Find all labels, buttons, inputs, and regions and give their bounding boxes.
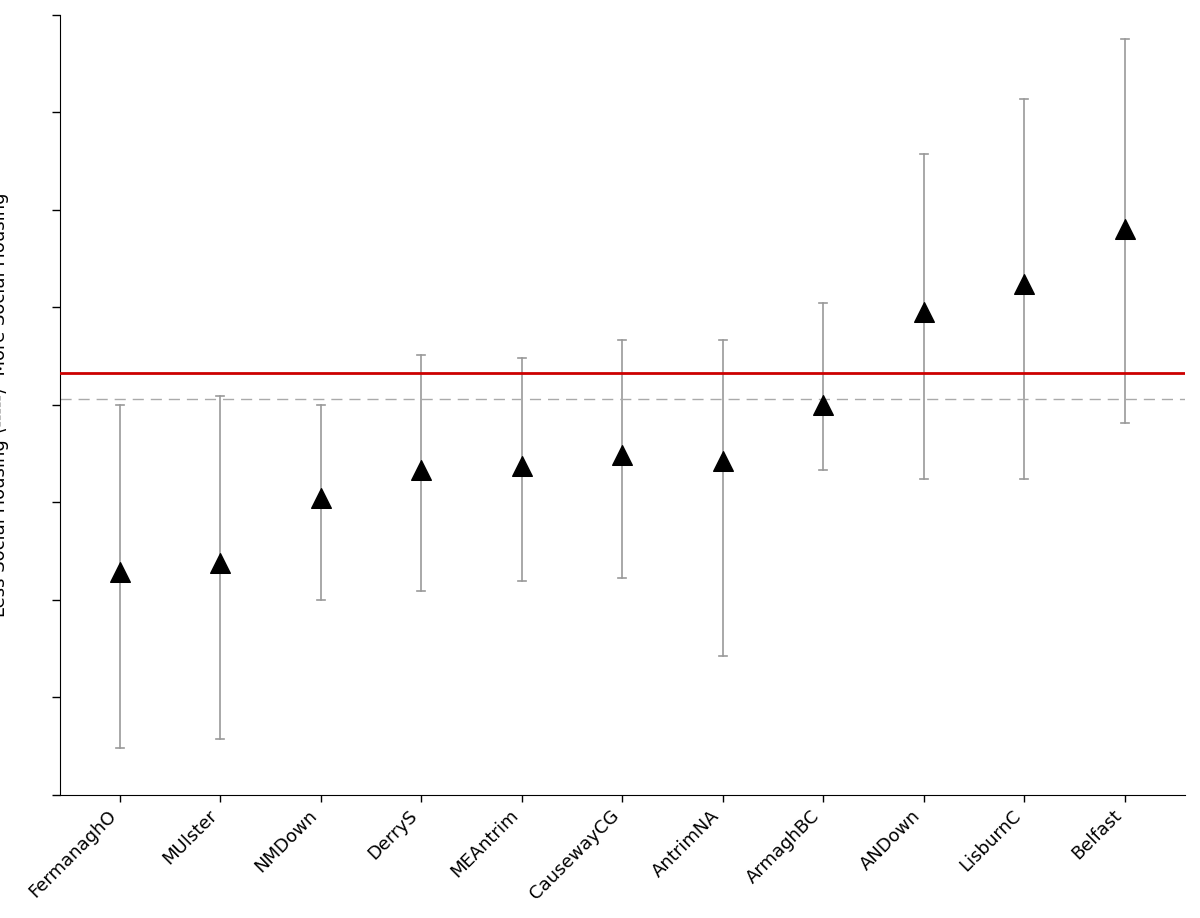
Point <box>1015 277 1034 292</box>
Point <box>211 555 230 570</box>
Point <box>613 448 632 463</box>
Text: Less Social Housing ⟨-----⟩  More Social Housing: Less Social Housing ⟨-----⟩ More Social … <box>0 193 8 617</box>
Point <box>512 459 532 474</box>
Point <box>814 397 833 412</box>
Point <box>110 565 130 579</box>
Point <box>311 490 330 505</box>
Point <box>1115 221 1134 236</box>
Point <box>412 463 431 477</box>
Point <box>914 305 934 319</box>
Point <box>713 453 732 468</box>
